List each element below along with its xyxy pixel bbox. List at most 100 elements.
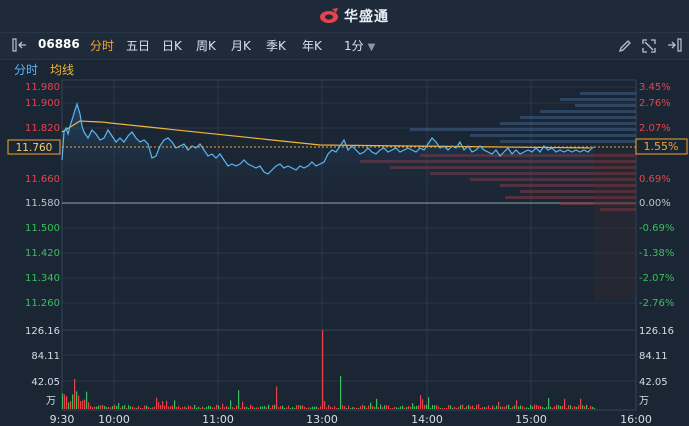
tab-week-k[interactable]: 周K — [196, 39, 216, 53]
change-label: 0.69% — [639, 174, 671, 185]
time-label: 14:00 — [411, 413, 443, 426]
expand-icon[interactable] — [641, 38, 657, 54]
volume-bars — [62, 330, 596, 409]
volume-bar — [526, 407, 528, 409]
volume-bar — [224, 407, 226, 409]
volume-bar — [258, 407, 260, 409]
volume-bar — [86, 391, 88, 409]
volume-bar — [356, 407, 358, 409]
volume-bar — [78, 395, 80, 409]
volume-bar — [538, 405, 540, 409]
volume-bar — [412, 403, 414, 409]
volume-bar — [444, 408, 446, 409]
tab-season-k[interactable]: 季K — [266, 39, 286, 53]
volume-bar — [480, 408, 482, 409]
change-label: 0.00% — [639, 198, 671, 209]
current-change-tag — [635, 138, 688, 155]
volume-bar — [470, 406, 472, 409]
change-label: -2.76% — [639, 298, 674, 309]
volume-bar — [530, 404, 532, 409]
change-label: -0.69% — [639, 223, 674, 234]
volume-bar — [300, 405, 302, 409]
volume-bar — [178, 405, 180, 409]
volume-bar — [194, 405, 196, 409]
volume-bar — [432, 405, 434, 409]
volume-bar — [374, 407, 376, 409]
volume-bar — [196, 407, 198, 409]
volume-bar — [368, 405, 370, 409]
volume-bar — [132, 406, 134, 409]
draw-pen-icon[interactable] — [617, 38, 633, 54]
volume-bar — [158, 402, 160, 409]
volume-bar — [140, 407, 142, 409]
volume-bar — [154, 406, 156, 409]
legend-minute-line: 分时 — [14, 63, 39, 77]
ask-depth-bar — [470, 134, 636, 137]
volume-bar — [126, 408, 128, 409]
volume-bar — [142, 408, 144, 409]
volume-bar — [206, 406, 208, 409]
price-label: 11.980 — [25, 82, 60, 93]
volume-bar — [588, 408, 590, 409]
depth-shade — [594, 150, 636, 300]
volume-bar — [320, 406, 322, 409]
volume-bar — [342, 405, 344, 409]
volume-bar — [376, 398, 378, 409]
volume-bar — [398, 407, 400, 409]
volume-bar — [148, 407, 150, 409]
volume-bar — [250, 404, 252, 409]
volume-bar — [94, 406, 96, 409]
ask-depth-bar — [410, 128, 636, 131]
volume-bar — [186, 407, 188, 409]
volume-bar — [234, 407, 236, 409]
change-label: 2.07% — [639, 123, 671, 134]
volume-bar — [400, 406, 402, 409]
volume-bar — [522, 406, 524, 409]
volume-bar — [214, 407, 216, 409]
volume-bar — [560, 406, 562, 409]
volume-bar — [440, 408, 442, 409]
volume-bar — [546, 407, 548, 409]
tab-year-k[interactable]: 年K — [302, 39, 322, 53]
tab-five-day[interactable]: 五日 — [126, 39, 151, 53]
volume-bar — [502, 406, 504, 409]
volume-bar — [334, 406, 336, 409]
volume-bar — [566, 408, 568, 409]
volume-bar — [558, 405, 560, 409]
ask-depth-bar — [500, 122, 636, 125]
volume-bar — [510, 408, 512, 409]
volume-bar — [172, 405, 174, 409]
volume-bar — [576, 407, 578, 409]
volume-bar — [504, 406, 506, 409]
volume-bar — [192, 407, 194, 409]
volume-label: 126.16 — [25, 326, 60, 337]
volume-bar — [426, 404, 428, 409]
tab-month-k[interactable]: 月K — [231, 39, 251, 53]
volume-bar — [314, 406, 316, 409]
volume-bar — [316, 406, 318, 409]
volume-bar — [498, 401, 500, 409]
volume-bar — [84, 399, 86, 409]
tab-day-k[interactable]: 日K — [162, 39, 182, 53]
volume-bar — [568, 405, 570, 409]
volume-bar — [476, 404, 478, 409]
volume-bar — [468, 404, 470, 409]
volume-bar — [404, 407, 406, 409]
volume-bar — [294, 407, 296, 409]
volume-bar — [486, 407, 488, 409]
collapse-panel-icon[interactable] — [12, 38, 30, 52]
volume-bar — [580, 398, 582, 409]
price-label: 11.340 — [25, 273, 60, 284]
volume-bar — [92, 407, 94, 409]
volume-bar — [286, 407, 288, 409]
side-panel-icon[interactable] — [665, 38, 683, 52]
volume-bar — [226, 406, 228, 409]
interval-select[interactable]: 1分 ▼ — [344, 37, 375, 54]
volume-bar — [348, 405, 350, 409]
volume-bar — [256, 407, 258, 409]
ask-depth-bar — [500, 140, 636, 143]
volume-bar — [516, 400, 518, 409]
tab-minute[interactable]: 分时 — [90, 39, 115, 53]
volume-bar — [270, 408, 272, 409]
period-toolbar: 06886 分时 五日 日K 周K 月K 季K 年K 1分 ▼ — [0, 32, 689, 60]
